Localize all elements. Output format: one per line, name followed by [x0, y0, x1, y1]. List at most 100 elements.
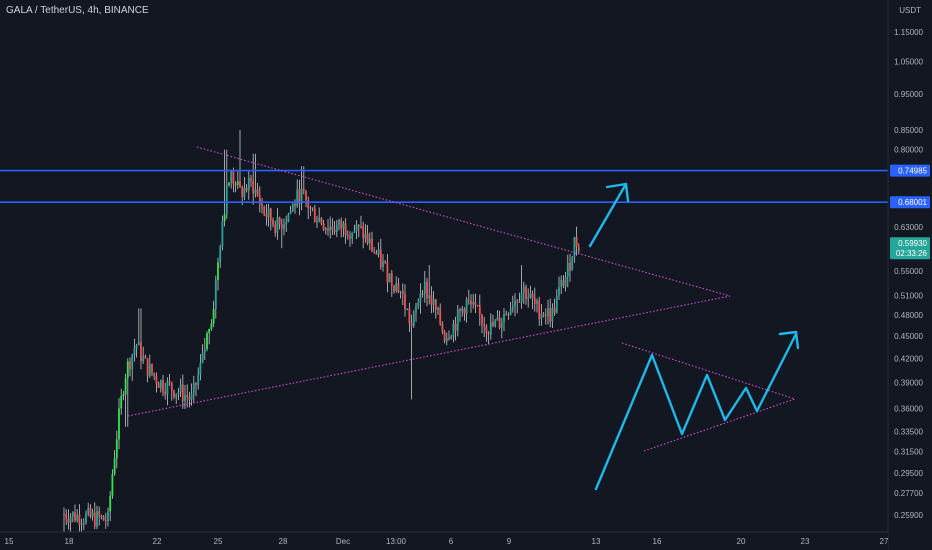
candle-body: [401, 291, 404, 294]
candle-body: [76, 514, 79, 521]
candle-body: [560, 280, 563, 287]
price-axis[interactable]: USDT 1.15000 1.05000 0.95000 0.85000 0.80000 0…: [887, 0, 932, 550]
price-tick-label: 0.80000: [894, 146, 923, 155]
price-tick-label: 0.39000: [894, 378, 923, 387]
candle-body: [173, 390, 175, 398]
candle-body: [368, 238, 371, 244]
candle-body: [472, 301, 475, 305]
price-tick-label: 0.27700: [894, 489, 923, 498]
candle-body: [170, 382, 173, 391]
candle-body: [571, 257, 574, 271]
candle-body: [360, 226, 362, 228]
last-price-tag: [890, 237, 930, 260]
candle-body: [536, 300, 538, 304]
candle-body: [197, 374, 200, 386]
candle-body: [483, 324, 486, 327]
candle-body: [566, 262, 569, 277]
candle-body: [511, 306, 514, 309]
candle-body: [120, 396, 123, 409]
candle-body: [481, 314, 483, 325]
candle-body: [423, 281, 426, 294]
candle-body: [426, 281, 428, 298]
candle-body: [547, 308, 549, 317]
candle-body: [445, 338, 448, 342]
candle-body: [162, 380, 164, 392]
candle-body: [371, 238, 373, 252]
candle-body: [274, 224, 277, 233]
candle-body: [382, 261, 384, 268]
candle-body: [208, 328, 211, 334]
candle-body: [417, 302, 420, 307]
candle-body: [98, 511, 101, 517]
candle-body: [276, 217, 279, 233]
candle-body: [366, 233, 369, 244]
candle-body: [492, 322, 494, 327]
candle-body: [122, 394, 125, 397]
candle-body: [168, 381, 171, 383]
candle-body: [443, 331, 446, 342]
candle-body: [258, 195, 261, 204]
time-tick-label: 22: [153, 537, 162, 546]
candle-body: [87, 508, 90, 514]
time-tick-label: 6: [449, 537, 454, 546]
candle-body: [71, 512, 74, 517]
candle-body: [228, 182, 230, 186]
candle-body: [153, 373, 156, 376]
candle-body: [327, 228, 329, 231]
candle-body: [489, 322, 492, 335]
candle-body: [441, 324, 444, 332]
candle-body: [236, 181, 239, 185]
price-tick-label: 0.25900: [894, 511, 923, 520]
triangle-upper-trendline: [196, 146, 731, 297]
candle-body: [408, 308, 411, 324]
candle-body: [509, 308, 512, 316]
candle-body: [190, 393, 193, 400]
candle-body: [67, 519, 70, 523]
candle-body: [63, 513, 65, 515]
candle-body: [525, 286, 527, 299]
candle-body: [421, 293, 424, 295]
candle-body: [377, 249, 380, 255]
candle-body: [487, 332, 490, 335]
candle-body: [388, 273, 391, 283]
candle-body: [256, 189, 259, 196]
price-tick-label: 0.63000: [894, 223, 923, 232]
candle-body: [219, 246, 222, 263]
candle-body: [522, 286, 525, 294]
candle-body: [157, 383, 160, 388]
candle-body: [137, 341, 140, 346]
time-axis-bg: [0, 532, 888, 550]
candle-body: [346, 235, 349, 237]
small-triangle-lower-trendline: [643, 398, 796, 452]
candle-body: [531, 293, 534, 299]
candle-body: [195, 383, 197, 386]
candle-body: [225, 185, 228, 215]
candle-body: [333, 229, 336, 232]
candle-body: [419, 293, 422, 303]
candle-body: [96, 511, 98, 527]
candle-body: [85, 513, 87, 523]
candle-body: [102, 516, 105, 521]
candle-body: [450, 336, 453, 339]
candle-body: [210, 323, 213, 329]
candle-body: [203, 349, 206, 353]
candle-body: [89, 508, 92, 517]
candle-body: [307, 200, 310, 209]
chart-title: GALA / TetherUS, 4h, BINANCE: [6, 5, 149, 16]
candle-body: [503, 314, 505, 323]
candle-body: [412, 312, 415, 326]
candle-body: [461, 308, 464, 312]
candle-body: [166, 381, 169, 395]
candle-body: [335, 224, 338, 232]
candle-body: [74, 512, 76, 521]
candle-body: [404, 294, 406, 309]
time-axis[interactable]: 15 18 22 25 28 Dec 13:00 6 9 13 16 20 23 27: [0, 531, 889, 550]
candle-body: [93, 512, 96, 527]
candle-body: [155, 375, 158, 384]
candle-body: [564, 276, 567, 287]
candle-body: [527, 297, 530, 299]
candle-body: [300, 188, 303, 204]
candle-body: [192, 383, 195, 394]
